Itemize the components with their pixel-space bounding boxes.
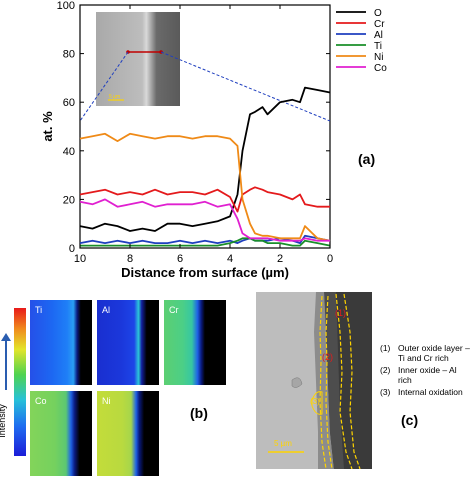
series-line-ni (79, 132, 331, 242)
region-legend-item: (3) Internal oxidation (380, 387, 463, 397)
y-tick-label: 60 (63, 97, 75, 109)
panel-b-label: (b) (190, 405, 208, 421)
colorbar-label: Intensity (0, 404, 7, 438)
x-tick-label: 0 (327, 253, 333, 265)
y-axis-label: at. % (40, 111, 55, 142)
region-legend: (1) Outer oxide layer – Ti and Cr rich (… (380, 343, 472, 399)
x-axis-label: Distance from surface (µm) (121, 265, 289, 280)
eds-tile-cr: Cr (164, 300, 226, 385)
series-line-cr (79, 186, 330, 213)
x-tick-label: 10 (74, 253, 86, 265)
y-tick-label: 80 (63, 49, 75, 61)
sem-region-1: (1) (335, 308, 346, 318)
x-tick-label: 6 (177, 253, 183, 265)
tile-label-ti: Ti (35, 305, 43, 315)
series-line-co (79, 198, 330, 242)
intensity-arrow (5, 340, 7, 390)
series-line-o (79, 86, 331, 232)
region-legend-item: (2) Inner oxide – Al rich (380, 365, 457, 385)
intensity-arrow-head (1, 333, 11, 341)
eds-tile-ni: Ni (97, 391, 159, 476)
legend-label: Co (374, 63, 387, 74)
eds-tile-ti: Ti (30, 300, 92, 385)
tile-label-co: Co (35, 396, 47, 406)
tile-label-al: Al (102, 305, 111, 315)
tile-label-ni: Ni (102, 396, 111, 406)
sem-scale-label: 5 µm (274, 439, 292, 448)
legend-label: Ti (374, 41, 382, 52)
x-tick-label: 2 (277, 253, 283, 265)
sem-cross-section: 5 µm (1) (2) (3) (256, 292, 372, 469)
y-tick-label: 0 (69, 243, 75, 255)
eds-tile-co: Co (30, 391, 92, 476)
region-legend-item: (1) Outer oxide layer – Ti and Cr rich (380, 343, 470, 363)
colorbar (14, 308, 26, 456)
inset-scale-label: 5 µm (109, 94, 120, 100)
x-tick-label: 4 (227, 253, 233, 265)
legend-label: Cr (374, 19, 385, 30)
y-tick-label: 20 (63, 194, 75, 206)
x-tick-label: 8 (127, 253, 133, 265)
legend-label: O (374, 8, 382, 19)
y-tick-label: 100 (57, 0, 75, 12)
eds-tile-al: Al (97, 300, 159, 385)
legend-label: Ni (374, 52, 383, 63)
y-tick-label: 40 (63, 146, 75, 158)
panel-c-label: (c) (401, 412, 419, 428)
tile-label-cr: Cr (169, 305, 179, 315)
sem-region-3: (3) (310, 397, 320, 406)
inset-sem-image: 5 µm (79, 12, 331, 122)
panel-a-label: (a) (358, 151, 376, 167)
legend-label: Al (374, 30, 383, 41)
sem-region-2: (2) (322, 352, 333, 362)
